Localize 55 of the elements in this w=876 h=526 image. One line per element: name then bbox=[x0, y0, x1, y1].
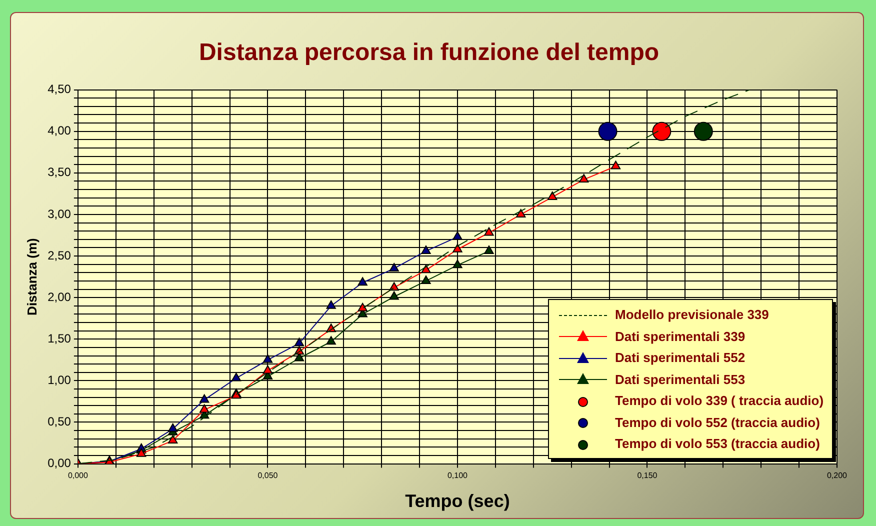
point bbox=[694, 122, 713, 141]
point bbox=[484, 227, 494, 236]
point bbox=[579, 174, 589, 183]
x-tick-label: 0,100 bbox=[447, 470, 468, 480]
y-tick-label: 0,00 bbox=[48, 456, 72, 470]
point bbox=[421, 246, 431, 254]
point bbox=[358, 302, 368, 312]
legend-label: Dati sperimentali 339 bbox=[615, 328, 746, 344]
chart-title: Distanza percorsa in funzione del tempo bbox=[198, 39, 660, 66]
y-tick-label: 2,50 bbox=[48, 248, 72, 262]
point bbox=[231, 372, 242, 382]
point bbox=[389, 262, 399, 272]
point bbox=[326, 300, 336, 309]
point bbox=[452, 260, 462, 268]
point bbox=[610, 160, 621, 170]
point bbox=[548, 192, 558, 200]
y-tick-label: 1,50 bbox=[48, 331, 72, 346]
legend-label: Dati sperimentali 553 bbox=[615, 372, 746, 387]
y-tick-label: 3,50 bbox=[48, 165, 72, 180]
point bbox=[598, 122, 618, 141]
x-tick-label: 0,050 bbox=[258, 470, 278, 480]
point bbox=[200, 394, 210, 403]
legend-label: Tempo di volo 553 (traccia audio) bbox=[615, 436, 820, 452]
point bbox=[326, 336, 336, 345]
point bbox=[421, 264, 431, 274]
y-tick-label: 0,50 bbox=[48, 414, 72, 429]
y-tick-label: 2,00 bbox=[48, 290, 72, 304]
y-tick-label: 4,50 bbox=[48, 82, 72, 96]
x-axis-title: Tempo (sec) bbox=[405, 491, 510, 512]
point bbox=[294, 338, 304, 346]
y-tick-label: 4,00 bbox=[48, 124, 72, 138]
legend-label: Tempo di volo 552 (traccia audio) bbox=[615, 414, 820, 430]
point bbox=[262, 354, 273, 363]
point bbox=[452, 244, 462, 252]
point bbox=[168, 435, 178, 444]
point bbox=[231, 390, 242, 399]
point bbox=[389, 291, 399, 300]
legend-label: Modello previsionale 339 bbox=[615, 307, 769, 322]
point bbox=[516, 208, 526, 218]
legend-label: Dati sperimentali 552 bbox=[615, 350, 746, 366]
point bbox=[358, 277, 368, 286]
point bbox=[421, 275, 431, 284]
x-tick-label: 0,200 bbox=[826, 470, 848, 480]
y-axis-title: Distanza (m) bbox=[24, 238, 40, 316]
legend-label: Tempo di volo 339 ( traccia audio) bbox=[615, 393, 824, 408]
point bbox=[168, 423, 178, 432]
y-tick-label: 3,00 bbox=[48, 206, 72, 221]
point bbox=[484, 246, 494, 254]
point bbox=[262, 365, 273, 374]
x-tick-label: 0,150 bbox=[637, 470, 658, 480]
x-tick-label: 0,000 bbox=[68, 470, 89, 480]
point bbox=[452, 231, 462, 240]
point bbox=[652, 122, 672, 141]
point bbox=[200, 404, 210, 413]
y-tick-label: 1,00 bbox=[48, 373, 72, 387]
